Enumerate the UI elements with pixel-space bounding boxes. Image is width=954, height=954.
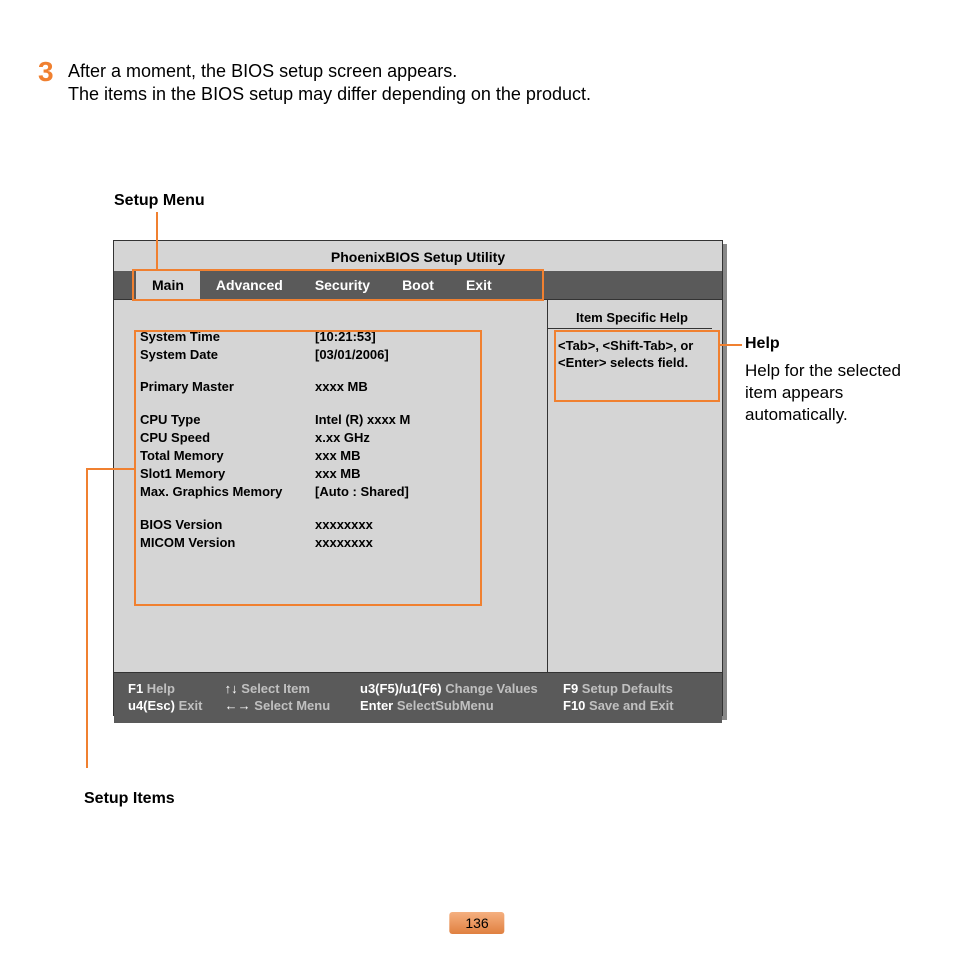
footer-hint: ↑↓ Select Item [225, 681, 360, 696]
step-line1: After a moment, the BIOS setup screen ap… [68, 61, 457, 81]
footer-hint: F9 Setup Defaults [563, 681, 708, 696]
item-value: [03/01/2006] [315, 346, 389, 364]
bios-footer: F1 Help u4(Esc) Exit↑↓ Select Item ←→ Sele… [114, 673, 722, 723]
label-setup-menu: Setup Menu [114, 192, 205, 210]
label-setup-items: Setup Items [84, 790, 175, 808]
help-panel-title: Item Specific Help [552, 306, 712, 329]
item-key: CPU Type [140, 411, 315, 429]
connector-help [720, 344, 742, 346]
setup-item-row[interactable]: CPU Speedx.xx GHz [140, 429, 518, 447]
item-key: Max. Graphics Memory [140, 483, 315, 501]
connector-items-v [86, 468, 88, 768]
footer-hint: u3(F5)/u1(F6) Change Values [360, 681, 563, 696]
tab-security[interactable]: Security [299, 271, 386, 299]
item-key: BIOS Version [140, 516, 315, 534]
item-key: Primary Master [140, 378, 315, 396]
label-help: Help [745, 335, 780, 353]
bios-window: PhoenixBIOS Setup Utility Main Advanced … [113, 240, 723, 716]
item-value: xxxx MB [315, 378, 368, 396]
item-key: Slot1 Memory [140, 465, 315, 483]
footer-hint: ←→ Select Menu [225, 698, 360, 713]
item-value: xxx MB [315, 447, 361, 465]
item-value: Intel (R) xxxx M [315, 411, 410, 429]
connector-menu [156, 212, 158, 269]
tab-main[interactable]: Main [136, 271, 200, 299]
setup-item-row[interactable]: Total Memoryxxx MB [140, 447, 518, 465]
footer-hint: Enter SelectSubMenu [360, 698, 563, 713]
setup-item-row[interactable]: MICOM Versionxxxxxxxx [140, 534, 518, 552]
item-value: xxx MB [315, 465, 361, 483]
tab-boot[interactable]: Boot [386, 271, 450, 299]
help-divider [547, 300, 548, 672]
connector-items-h [86, 468, 135, 470]
step-number: 3 [38, 56, 54, 88]
item-key: System Date [140, 346, 315, 364]
item-key: CPU Speed [140, 429, 315, 447]
setup-item-row[interactable]: Slot1 Memoryxxx MB [140, 465, 518, 483]
setup-item-row[interactable]: BIOS Versionxxxxxxxx [140, 516, 518, 534]
item-value: [Auto : Shared] [315, 483, 409, 501]
setup-item-row[interactable]: System Date[03/01/2006] [140, 346, 518, 364]
step-line2: The items in the BIOS setup may differ d… [68, 84, 591, 104]
item-value: xxxxxxxx [315, 534, 373, 552]
item-value: [10:21:53] [315, 328, 376, 346]
setup-item-row[interactable]: System Time[10:21:53] [140, 328, 518, 346]
setup-item-row[interactable]: Primary Masterxxxx MB [140, 378, 518, 396]
footer-hint: F10 Save and Exit [563, 698, 708, 713]
tab-advanced[interactable]: Advanced [200, 271, 299, 299]
help-panel-body: <Tab>, <Shift-Tab>, or <Enter> selects f… [552, 334, 712, 376]
step-description: After a moment, the BIOS setup screen ap… [68, 60, 591, 107]
item-key: MICOM Version [140, 534, 315, 552]
item-value: xxxxxxxx [315, 516, 373, 534]
item-key: Total Memory [140, 447, 315, 465]
setup-item-row[interactable]: Max. Graphics Memory[Auto : Shared] [140, 483, 518, 501]
setup-item-row[interactable]: CPU TypeIntel (R) xxxx M [140, 411, 518, 429]
bios-menu-bar: Main Advanced Security Boot Exit [114, 271, 722, 299]
footer-hint: u4(Esc) Exit [128, 698, 225, 713]
footer-hint: F1 Help [128, 681, 225, 696]
item-key: System Time [140, 328, 315, 346]
tab-exit[interactable]: Exit [450, 271, 508, 299]
setup-items-panel: System Time[10:21:53]System Date[03/01/2… [124, 310, 534, 660]
page-number-badge: 136 [449, 912, 504, 934]
bios-body: System Time[10:21:53]System Date[03/01/2… [114, 299, 722, 673]
item-value: x.xx GHz [315, 429, 370, 447]
bios-title: PhoenixBIOS Setup Utility [114, 241, 722, 271]
help-description: Help for the selected item appears autom… [745, 360, 915, 426]
